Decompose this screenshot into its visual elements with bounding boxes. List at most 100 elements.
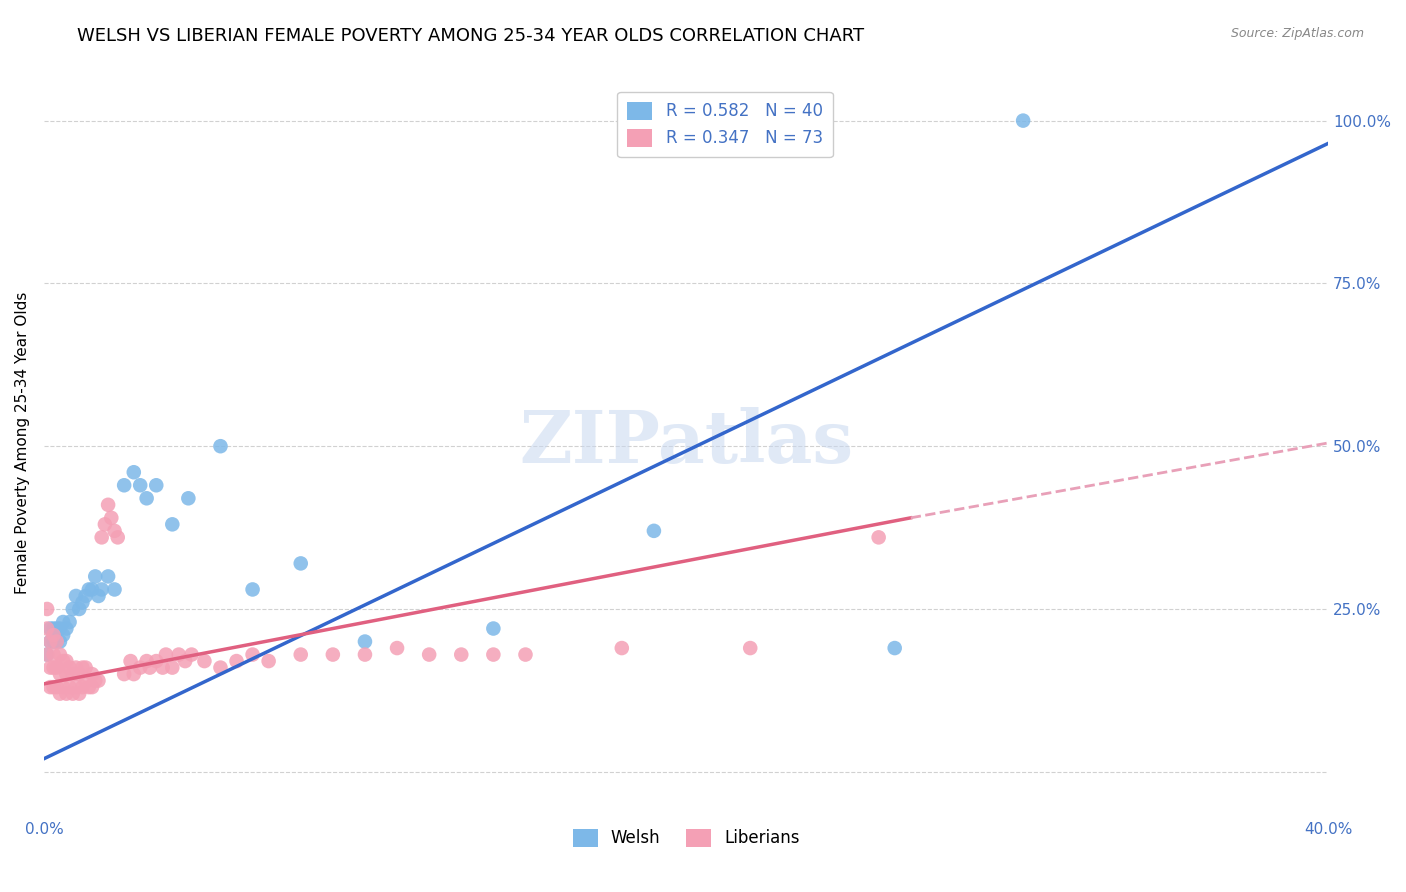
Point xyxy=(87,673,110,688)
Point xyxy=(35,648,58,662)
Point xyxy=(42,648,65,662)
Point xyxy=(62,687,84,701)
Point xyxy=(72,660,94,674)
Point xyxy=(52,615,75,629)
Point xyxy=(122,465,145,479)
Point xyxy=(84,673,107,688)
Point xyxy=(257,654,280,668)
Point xyxy=(75,673,97,688)
Point xyxy=(162,517,184,532)
Point xyxy=(1012,113,1035,128)
Point xyxy=(45,680,67,694)
Point xyxy=(39,660,62,674)
Point xyxy=(135,491,157,506)
Point xyxy=(112,667,135,681)
Point xyxy=(45,634,67,648)
Point xyxy=(139,660,162,674)
Point xyxy=(52,628,75,642)
Point xyxy=(322,648,344,662)
Point xyxy=(45,622,67,636)
Point xyxy=(290,557,312,571)
Point xyxy=(242,582,264,597)
Point xyxy=(35,622,58,636)
Point xyxy=(39,680,62,694)
Point xyxy=(145,654,167,668)
Point xyxy=(42,622,65,636)
Point xyxy=(97,569,120,583)
Point xyxy=(65,589,87,603)
Point xyxy=(122,667,145,681)
Point xyxy=(49,648,72,662)
Point xyxy=(65,680,87,694)
Point xyxy=(193,654,215,668)
Point xyxy=(90,582,112,597)
Point xyxy=(39,634,62,648)
Point xyxy=(67,667,90,681)
Point xyxy=(155,648,177,662)
Point xyxy=(883,641,905,656)
Point xyxy=(225,654,247,668)
Point xyxy=(75,660,97,674)
Point xyxy=(107,530,129,544)
Point xyxy=(80,680,103,694)
Point xyxy=(162,660,184,674)
Point xyxy=(80,582,103,597)
Point xyxy=(290,648,312,662)
Point xyxy=(385,641,408,656)
Point xyxy=(167,648,190,662)
Point xyxy=(84,569,107,583)
Y-axis label: Female Poverty Among 25-34 Year Olds: Female Poverty Among 25-34 Year Olds xyxy=(15,292,30,594)
Point xyxy=(354,648,377,662)
Point xyxy=(49,622,72,636)
Point xyxy=(868,530,890,544)
Point xyxy=(45,660,67,674)
Point xyxy=(58,615,80,629)
Point xyxy=(58,680,80,694)
Point xyxy=(55,687,77,701)
Point xyxy=(177,491,200,506)
Text: ZIPatlas: ZIPatlas xyxy=(519,408,853,478)
Point xyxy=(67,687,90,701)
Point xyxy=(174,654,197,668)
Point xyxy=(42,660,65,674)
Text: Source: ZipAtlas.com: Source: ZipAtlas.com xyxy=(1230,27,1364,40)
Point xyxy=(80,667,103,681)
Point xyxy=(242,648,264,662)
Point xyxy=(482,622,505,636)
Legend: Welsh, Liberians: Welsh, Liberians xyxy=(567,822,806,854)
Point xyxy=(135,654,157,668)
Point xyxy=(49,667,72,681)
Point xyxy=(55,622,77,636)
Text: WELSH VS LIBERIAN FEMALE POVERTY AMONG 25-34 YEAR OLDS CORRELATION CHART: WELSH VS LIBERIAN FEMALE POVERTY AMONG 2… xyxy=(77,27,865,45)
Point xyxy=(145,478,167,492)
Point xyxy=(94,517,117,532)
Point xyxy=(67,602,90,616)
Point xyxy=(450,648,472,662)
Point xyxy=(65,660,87,674)
Point xyxy=(52,680,75,694)
Point xyxy=(129,478,152,492)
Point xyxy=(120,654,142,668)
Point xyxy=(740,641,762,656)
Point xyxy=(72,680,94,694)
Point xyxy=(152,660,174,674)
Point xyxy=(354,634,377,648)
Point xyxy=(77,680,100,694)
Point xyxy=(209,660,232,674)
Point xyxy=(77,582,100,597)
Point xyxy=(75,589,97,603)
Point xyxy=(55,654,77,668)
Point xyxy=(610,641,633,656)
Point xyxy=(90,530,112,544)
Point xyxy=(180,648,202,662)
Point xyxy=(103,582,125,597)
Point xyxy=(39,634,62,648)
Point xyxy=(87,589,110,603)
Point xyxy=(42,634,65,648)
Point xyxy=(62,667,84,681)
Point xyxy=(55,667,77,681)
Point xyxy=(42,628,65,642)
Point xyxy=(103,524,125,538)
Point xyxy=(112,478,135,492)
Point xyxy=(39,622,62,636)
